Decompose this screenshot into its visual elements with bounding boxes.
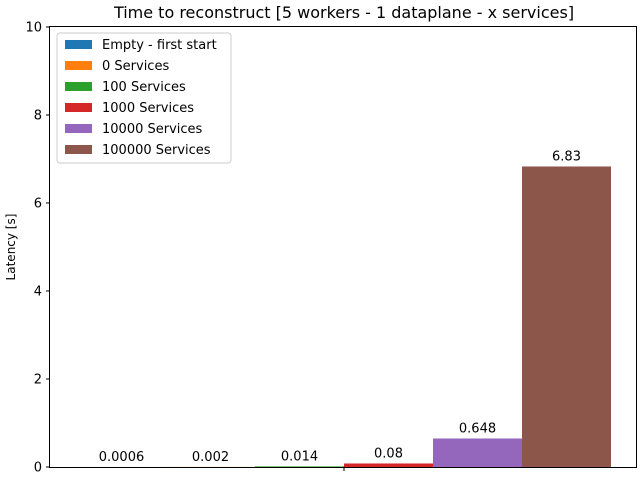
- bar-value-label-3: 0.08: [374, 446, 403, 461]
- bar-4: [433, 438, 522, 467]
- y-tick-label-5: 10: [25, 21, 42, 36]
- y-axis: 0 2 4 6 8 10: [25, 21, 50, 476]
- bars-group: [77, 166, 611, 467]
- legend-label-1: 0 Services: [102, 59, 169, 74]
- bar-2: [255, 466, 344, 467]
- bar-value-label-1: 0.002: [192, 450, 229, 465]
- bar-value-label-0: 0.0006: [99, 450, 145, 465]
- bar-3: [344, 463, 433, 467]
- legend-swatch-5: [65, 145, 92, 154]
- legend-label-5: 100000 Services: [102, 143, 211, 158]
- chart-title: Time to reconstruct [5 workers - 1 datap…: [113, 3, 574, 22]
- y-tick-label-4: 8: [34, 109, 42, 124]
- legend-swatch-1: [65, 61, 92, 70]
- bar-value-label-4: 0.648: [459, 421, 496, 436]
- legend-swatch-0: [65, 40, 92, 49]
- legend-label-4: 10000 Services: [102, 122, 203, 137]
- y-tick-label-0: 0: [34, 461, 42, 476]
- bar-value-label-5: 6.83: [552, 149, 581, 164]
- y-tick-label-3: 6: [34, 197, 42, 212]
- y-tick-label-1: 2: [34, 373, 42, 388]
- legend-label-3: 1000 Services: [102, 101, 194, 116]
- y-axis-label: Latency [s]: [4, 214, 18, 281]
- legend-swatch-2: [65, 82, 92, 91]
- legend-label-0: Empty - first start: [102, 38, 217, 53]
- y-tick-label-2: 4: [34, 285, 42, 300]
- bar-value-label-2: 0.014: [281, 449, 318, 464]
- legend: Empty - first start 0 Services 100 Service…: [57, 33, 231, 163]
- bar-5: [522, 166, 611, 467]
- legend-label-2: 100 Services: [102, 80, 186, 95]
- legend-swatch-3: [65, 103, 92, 112]
- value-labels-group: 0.0006 0.002 0.014 0.08 0.648 6.83: [99, 149, 581, 464]
- legend-swatch-4: [65, 124, 92, 133]
